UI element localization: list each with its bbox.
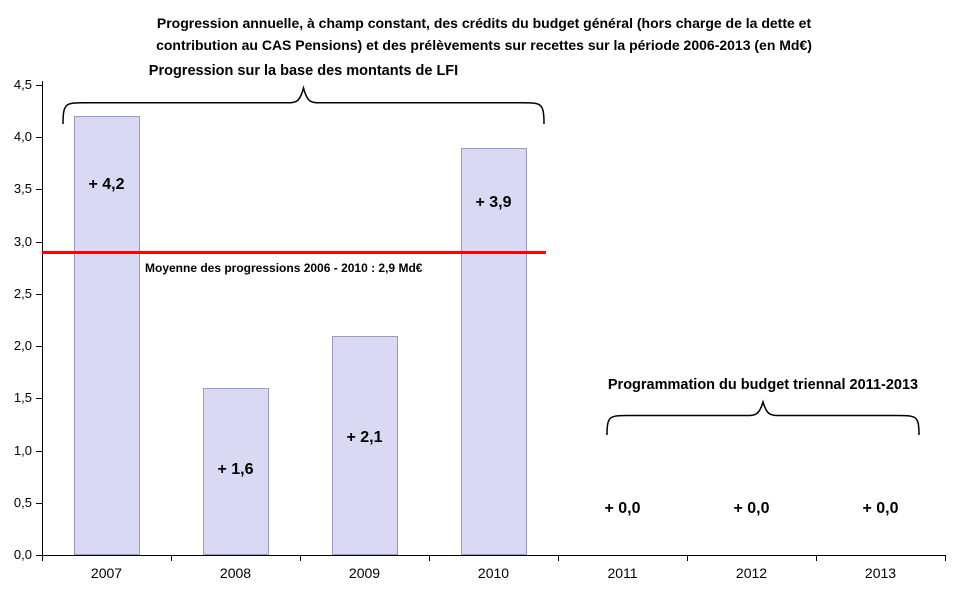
x-tick [300,555,301,561]
y-tick [36,293,42,295]
bar-label-2008: + 1,6 [217,461,254,479]
y-tick-label: 2,0 [13,338,32,354]
x-tick [558,555,559,561]
bar-label-2011: + 0,0 [604,500,641,518]
curly-brace-2 [606,399,920,436]
bar-label-2012: + 0,0 [733,500,770,518]
y-tick [36,137,42,139]
y-tick [36,502,42,504]
bar-2010 [460,147,527,555]
x-tick [429,555,430,561]
y-tick [36,555,42,556]
bar-2009 [331,335,398,555]
x-category-label-2012: 2012 [735,565,768,581]
bar-2007 [73,116,140,555]
x-tick [687,555,688,561]
curly-brace-1 [62,85,545,125]
x-tick [945,555,946,561]
x-category-label-2008: 2008 [219,565,252,581]
y-tick-label: 4,0 [13,129,32,145]
y-tick-label: 4,5 [13,77,32,92]
x-category-label-2013: 2013 [864,565,897,581]
chart-title: Progression annuelle, à champ constant, … [0,12,968,57]
y-tick-label: 2,5 [13,285,32,301]
y-tick-label: 0,0 [13,547,32,562]
y-tick-label: 3,5 [13,181,32,197]
y-tick-label: 1,5 [13,390,32,406]
bar-label-2009: + 2,1 [346,429,383,447]
x-tick [171,555,172,561]
y-tick [36,85,42,86]
chart-title-line2: contribution au CAS Pensions) et des pré… [156,37,812,54]
annotation-label-1: Progression sur la base des montants de … [148,63,459,79]
chart-title-line1: Progression annuelle, à champ constant, … [156,15,812,31]
y-tick [36,346,42,348]
bar-label-2013: + 0,0 [862,500,899,518]
x-tick [816,555,817,561]
x-category-label-2010: 2010 [477,565,510,581]
average-line [42,250,546,254]
annotation-label-2: Programmation du budget triennal 2011-20… [607,377,919,393]
y-tick [36,241,42,243]
x-category-label-2009: 2009 [348,565,381,581]
y-tick [36,189,42,191]
x-tick [42,555,43,561]
x-axis-line [42,555,946,556]
bar-label-2007: + 4,2 [88,176,125,194]
x-category-label-2007: 2007 [90,565,123,581]
x-category-label-2011: 2011 [607,565,638,581]
bar-label-2010: + 3,9 [475,194,512,212]
y-tick-label: 0,5 [13,494,32,510]
bar-2008 [202,387,269,555]
y-axis-line [42,81,43,556]
average-line-label: Moyenne des progressions 2006 - 2010 : 2… [145,261,423,276]
y-tick [36,450,42,452]
y-tick-label: 3,0 [13,233,32,249]
y-tick-label: 1,0 [13,442,32,458]
y-tick [36,398,42,400]
